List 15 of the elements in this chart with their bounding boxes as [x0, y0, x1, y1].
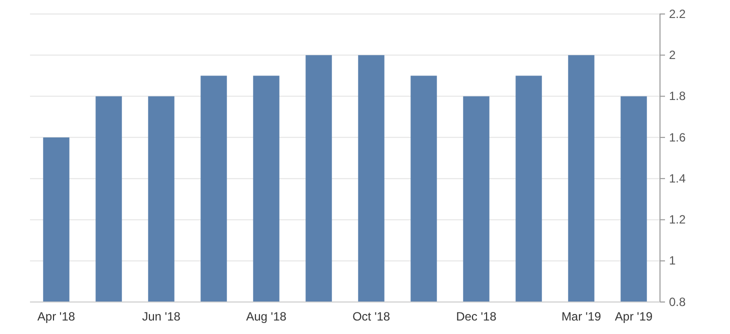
- y-tick-label: 1.2: [669, 212, 686, 227]
- y-tick-label: 1.6: [669, 130, 686, 144]
- y-tick-label: 2.2: [669, 6, 686, 21]
- x-tick-label: Jun '18: [142, 310, 181, 324]
- y-tick-label: 1.4: [669, 171, 686, 186]
- x-tick-label: Aug '18: [246, 310, 287, 324]
- y-tick-label: 1: [669, 254, 676, 268]
- y-tick-label: 0.8: [669, 294, 686, 309]
- x-tick-label: Oct '18: [352, 310, 390, 324]
- y-tick-label: 2: [669, 48, 676, 62]
- x-tick-label: Dec '18: [456, 310, 497, 324]
- y-tick-label: 1.8: [669, 89, 686, 104]
- x-tick-label: Mar '19: [561, 310, 602, 324]
- x-tick-label: Apr '19: [614, 310, 653, 324]
- x-tick-label: Apr '18: [37, 310, 76, 324]
